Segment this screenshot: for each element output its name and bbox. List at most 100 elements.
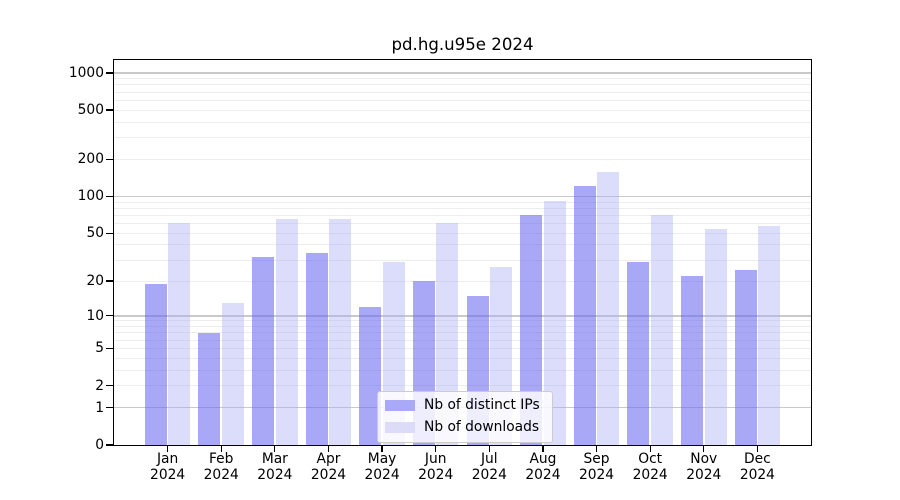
x-tick-label-sep: Sep <box>583 451 610 467</box>
gridline-minor-30 <box>114 259 811 261</box>
x-tick-label-apr: Apr <box>316 451 341 467</box>
legend: Nb of distinct IPs Nb of downloads <box>377 391 553 443</box>
gridline-minor-7 <box>114 332 811 334</box>
y-tick-label-5: 5 <box>95 340 104 357</box>
y-tick-20 <box>106 280 113 282</box>
x-tick-oct <box>649 446 651 452</box>
gridline-minor-300 <box>114 137 811 139</box>
gridline-minor-3 <box>114 369 811 371</box>
y-tick-100 <box>106 195 113 198</box>
y-tick-label-1000: 1000 <box>68 64 104 81</box>
x-tick-year-jun: 2024 <box>418 467 454 483</box>
legend-swatch-distinct-ips <box>385 400 415 411</box>
y-tick-10 <box>106 315 113 317</box>
bar-downloads-apr <box>329 218 352 445</box>
chart-title: pd.hg.u95e 2024 <box>391 35 534 54</box>
bar-downloads-feb <box>222 302 245 445</box>
x-tick-label-dec: Dec <box>744 451 771 467</box>
plot-area <box>113 59 812 446</box>
gridline-major-100 <box>114 195 811 198</box>
gridline-minor-800 <box>114 84 811 86</box>
x-tick-label-nov: Nov <box>690 451 718 467</box>
gridline-minor-8 <box>114 326 811 328</box>
y-tick-50 <box>106 232 113 234</box>
legend-label-distinct-ips: Nb of distinct IPs <box>424 397 540 413</box>
y-tick-1000 <box>106 72 113 74</box>
x-tick-year-jul: 2024 <box>471 467 507 483</box>
gridline-minor-600 <box>114 99 811 101</box>
legend-item-distinct-ips: Nb of distinct IPs <box>385 397 540 414</box>
x-tick-label-jun: Jun <box>424 451 447 467</box>
gridline-major-1000 <box>114 72 811 74</box>
bar-downloads-jan <box>168 222 191 445</box>
x-tick-year-feb: 2024 <box>203 467 239 483</box>
gridline-minor-500 <box>114 109 811 111</box>
y-tick-2 <box>106 385 113 387</box>
gridline-minor-200 <box>114 158 811 160</box>
bar-distinct-ips-jan <box>144 283 167 445</box>
bar-distinct-ips-oct <box>627 261 650 445</box>
x-tick-year-jan: 2024 <box>150 467 186 483</box>
bar-downloads-oct <box>650 215 673 445</box>
gridline-minor-2 <box>114 385 811 387</box>
gridline-minor-6 <box>114 339 811 341</box>
bar-downloads-jun <box>436 222 459 445</box>
gridline-minor-900 <box>114 78 811 80</box>
gridline-minor-90 <box>114 201 811 203</box>
y-tick-label-10: 10 <box>86 307 104 324</box>
y-tick-label-50: 50 <box>86 225 104 242</box>
bar-downloads-mar <box>275 218 298 445</box>
gridline-minor-700 <box>114 91 811 93</box>
legend-item-downloads: Nb of downloads <box>385 419 540 436</box>
y-tick-200 <box>106 158 113 160</box>
bar-downloads-dec <box>758 226 781 445</box>
bar-distinct-ips-nov <box>680 276 703 445</box>
x-tick-year-sep: 2024 <box>578 467 615 483</box>
bar-distinct-ips-may <box>359 306 382 445</box>
x-tick-label-oct: Oct <box>638 451 663 467</box>
x-tick-may <box>381 446 383 452</box>
bar-downloads-sep <box>597 171 620 445</box>
x-tick-jan <box>166 446 169 452</box>
gridline-minor-9 <box>114 320 811 322</box>
y-tick-500 <box>106 109 113 111</box>
legend-label-downloads: Nb of downloads <box>424 419 540 435</box>
bar-distinct-ips-dec <box>734 269 757 445</box>
gridline-major-10 <box>114 315 811 317</box>
x-tick-label-jan: Jan <box>156 451 179 467</box>
y-tick-label-100: 100 <box>77 188 104 205</box>
bar-downloads-aug <box>543 200 566 445</box>
x-tick-sep <box>595 446 598 452</box>
x-tick-mar <box>274 446 276 452</box>
x-tick-year-nov: 2024 <box>686 467 722 483</box>
gridline-minor-70 <box>114 214 811 216</box>
x-tick-jul <box>488 446 490 452</box>
x-tick-aug <box>542 446 544 452</box>
x-tick-nov <box>703 446 705 452</box>
bar-distinct-ips-aug <box>520 215 543 445</box>
x-tick-year-mar: 2024 <box>257 467 293 483</box>
x-tick-apr <box>327 446 330 452</box>
y-tick-1 <box>106 407 113 409</box>
x-tick-year-apr: 2024 <box>310 467 347 483</box>
bar-distinct-ips-sep <box>573 186 596 445</box>
bar-downloads-nov <box>704 229 727 445</box>
gridline-minor-60 <box>114 223 811 225</box>
gridline-minor-400 <box>114 121 811 123</box>
x-tick-label-aug: Aug <box>529 451 557 467</box>
y-tick-0 <box>106 444 113 446</box>
y-tick-label-0: 0 <box>95 437 104 453</box>
x-tick-dec <box>756 446 759 452</box>
y-tick-5 <box>106 347 113 350</box>
gridline-minor-40 <box>114 244 811 246</box>
x-tick-year-dec: 2024 <box>739 467 775 483</box>
x-tick-label-jul: Jul <box>480 451 498 467</box>
x-tick-jun <box>435 446 437 452</box>
bar-distinct-ips-apr <box>305 253 328 445</box>
x-tick-label-may: May <box>367 451 397 467</box>
x-tick-feb <box>220 446 222 452</box>
gridline-minor-20 <box>114 280 811 282</box>
gridline-minor-4 <box>114 357 811 359</box>
y-tick-label-20: 20 <box>86 273 104 289</box>
x-tick-label-mar: Mar <box>261 451 288 467</box>
